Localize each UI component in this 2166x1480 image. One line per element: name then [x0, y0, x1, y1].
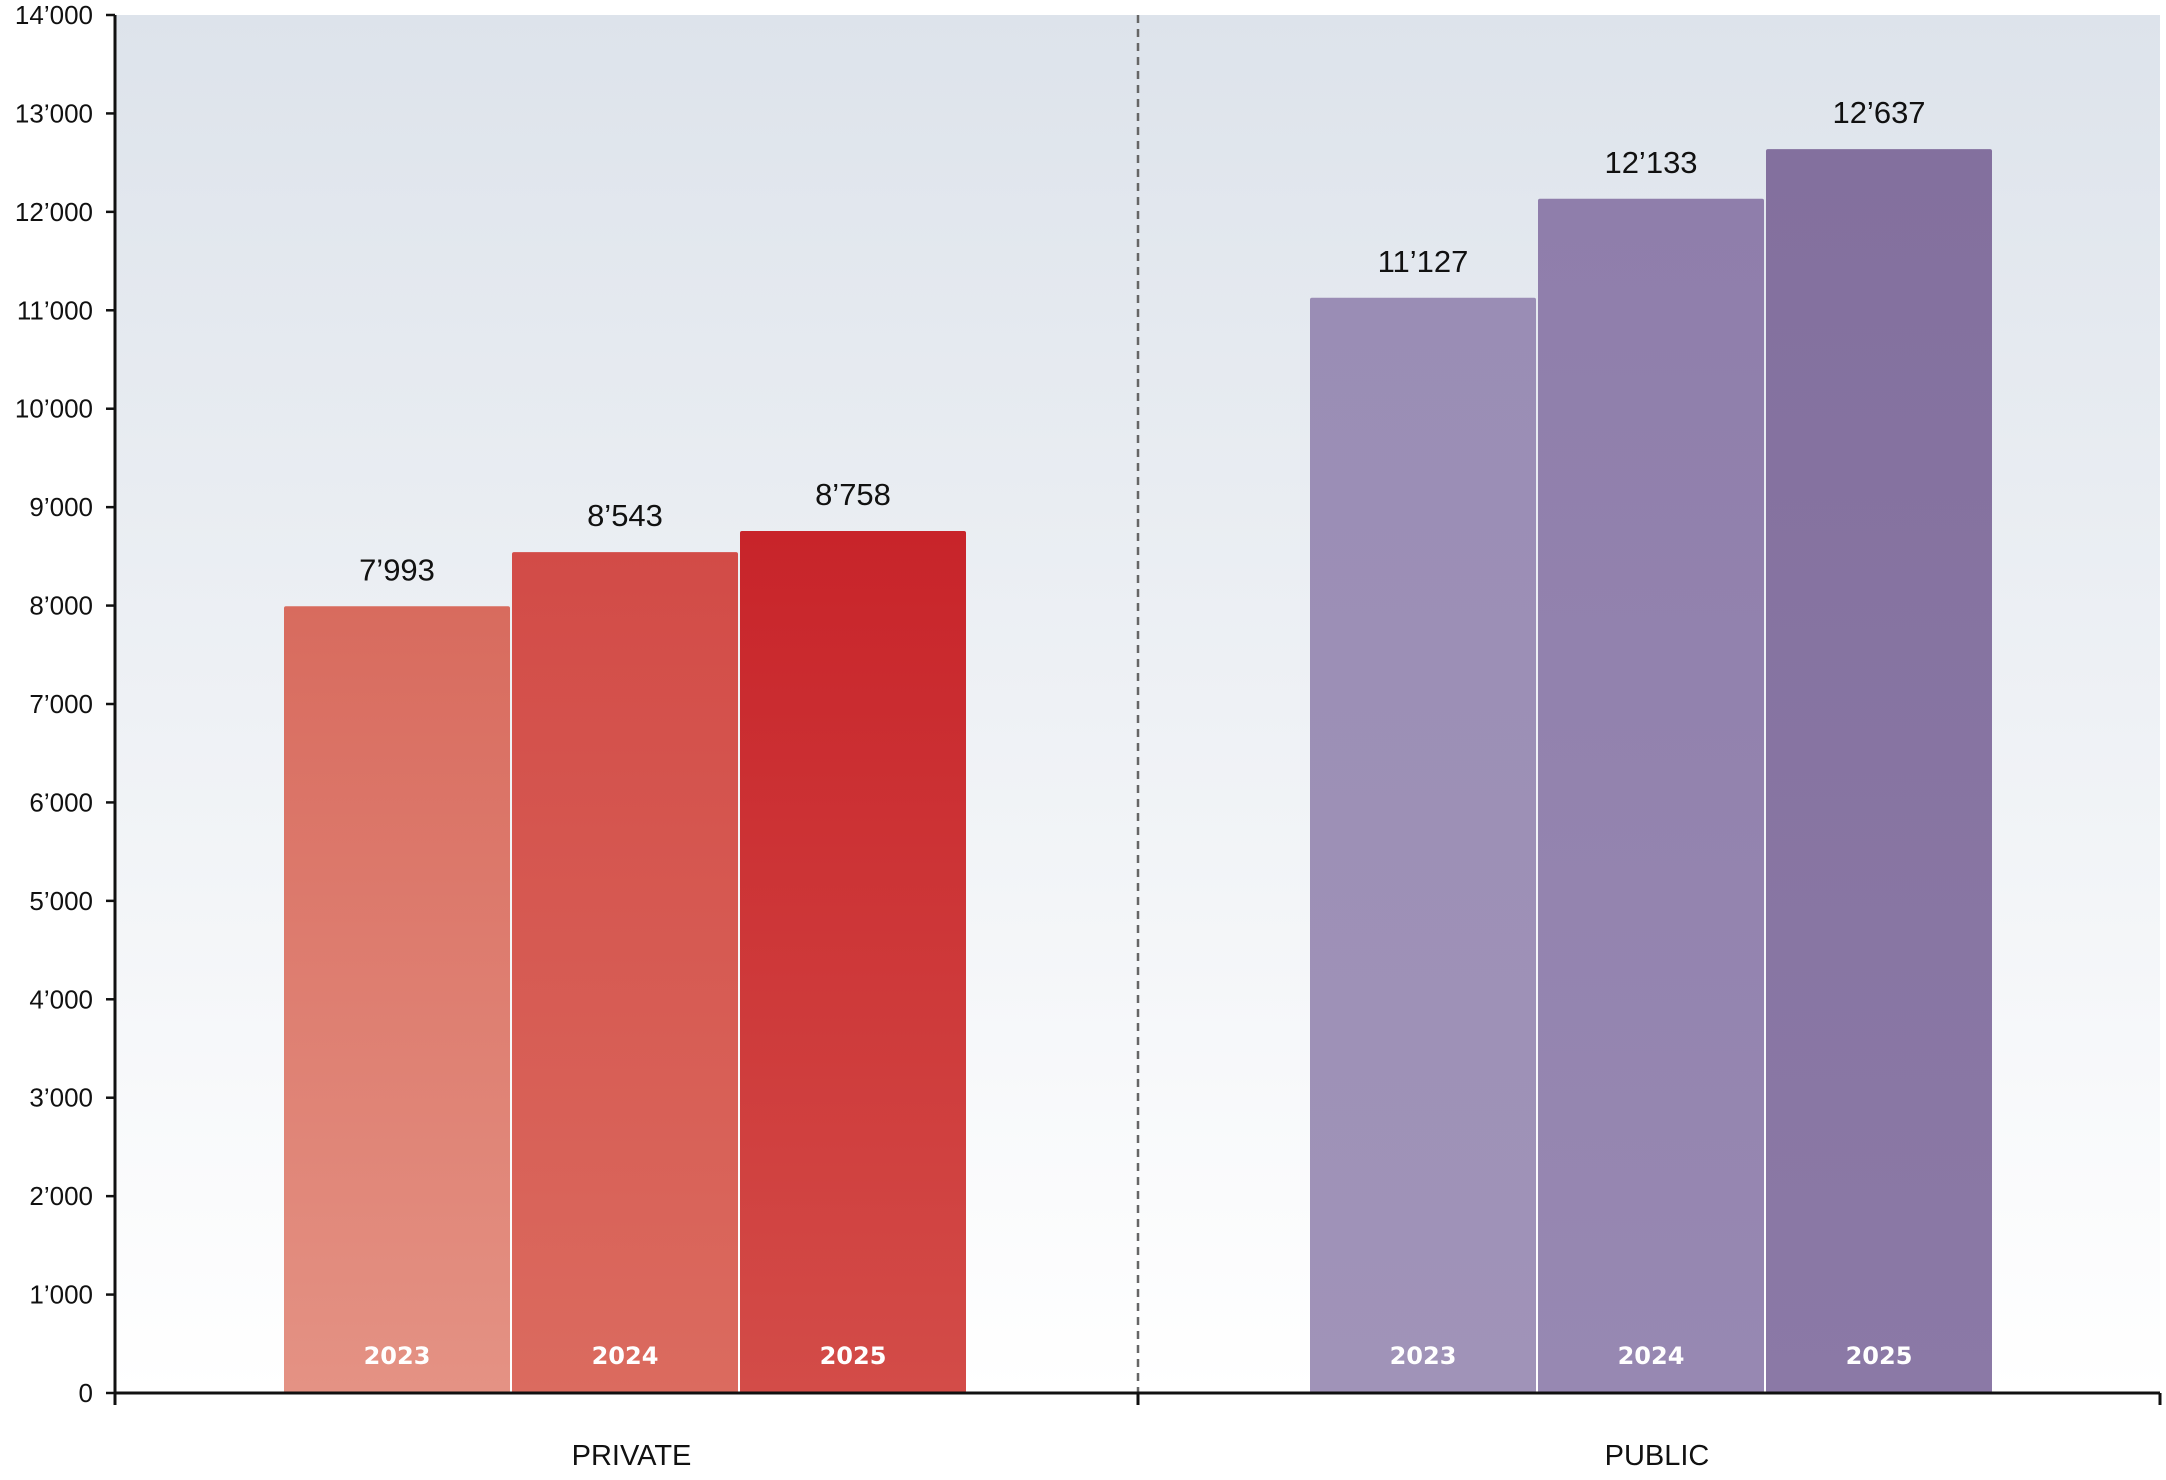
group-labels: PRIVATE PUBLIC	[572, 1440, 1710, 1472]
bars: 7’993 2023 8’543 2024 8’758 2025 11’127 2023 12’…	[284, 95, 1992, 1394]
y-axis-ticks: 0 1’000 2’000 3’000 4’000 5’000 6’000 7’000 8’00…	[15, 0, 115, 1408]
bar-value-label: 8’543	[587, 498, 663, 533]
bar-public-2023	[1310, 297, 1536, 1393]
x-axis-ticks	[113, 1393, 2162, 1405]
bar-category-label: 2023	[1390, 1342, 1457, 1370]
y-tick-label: 3’000	[29, 1083, 93, 1113]
bar-value-label: 8’758	[815, 477, 891, 512]
y-tick-label: 12’000	[15, 197, 93, 227]
bar-category-label: 2025	[1846, 1342, 1913, 1370]
y-tick-label: 4’000	[29, 984, 93, 1014]
bar-value-label: 12’637	[1832, 95, 1925, 130]
bar-private-2025	[740, 530, 966, 1393]
bar-value-label: 11’127	[1378, 244, 1469, 279]
bar-public-2025	[1766, 149, 1992, 1393]
group-label-private: PRIVATE	[572, 1440, 692, 1472]
group-label-public: PUBLIC	[1605, 1440, 1710, 1472]
bar-private-2024	[512, 552, 738, 1393]
bar-public-2024	[1538, 198, 1764, 1394]
bar-value-label: 12’133	[1604, 145, 1697, 180]
y-tick-label: 0	[79, 1378, 93, 1408]
y-tick-label: 10’000	[15, 394, 93, 424]
y-tick-label: 14’000	[15, 0, 93, 30]
y-tick-label: 8’000	[29, 591, 93, 621]
bar-category-label: 2024	[1618, 1342, 1685, 1370]
bar-category-label: 2024	[592, 1342, 659, 1370]
bar-private-2023	[284, 606, 510, 1393]
y-tick-label: 9’000	[29, 492, 93, 522]
y-tick-label: 1’000	[29, 1280, 93, 1310]
y-tick-label: 2’000	[29, 1181, 93, 1211]
y-tick-label: 6’000	[29, 787, 93, 817]
bar-value-label: 7’993	[359, 552, 435, 587]
bar-category-label: 2023	[364, 1342, 431, 1370]
y-tick-label: 11’000	[17, 295, 93, 325]
bar-category-label: 2025	[820, 1342, 887, 1370]
y-tick-label: 5’000	[29, 886, 93, 916]
y-tick-label: 13’000	[15, 98, 93, 128]
y-tick-label: 7’000	[29, 689, 93, 719]
